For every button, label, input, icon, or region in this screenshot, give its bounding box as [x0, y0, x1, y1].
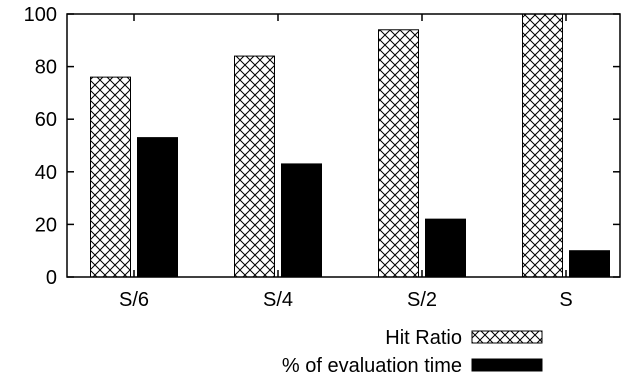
x-tick-labels: S/6 S/4 S/2 S: [119, 289, 573, 311]
legend-label: Hit Ratio: [385, 327, 462, 349]
x-tick-label: S/2: [407, 289, 437, 311]
y-tick-label: 40: [35, 162, 57, 184]
bar-hit-ratio-0: [90, 76, 131, 278]
bar-eval-time-2: [425, 218, 466, 278]
y-tick-label: 20: [35, 214, 57, 236]
legend: Hit Ratio % of evaluation time: [282, 327, 543, 377]
x-tick-label: S/6: [119, 289, 149, 311]
y-tick-label: 0: [46, 267, 57, 289]
legend-swatch: [471, 358, 543, 372]
plot-frame: [66, 13, 621, 278]
y-tick-label: 60: [35, 109, 57, 131]
y-tick-labels: 0 20 40 60 80 100: [24, 4, 57, 289]
bar-hit-ratio-2: [378, 29, 419, 278]
legend-label: % of evaluation time: [282, 355, 462, 377]
x-tick-label: S/4: [263, 289, 293, 311]
bars-group: [90, 13, 610, 278]
bar-hit-ratio-1: [234, 55, 275, 278]
bar-eval-time-1: [281, 163, 322, 278]
bar-eval-time-0: [137, 137, 178, 278]
bar-eval-time-3: [569, 250, 610, 278]
y-tick-label: 100: [24, 4, 57, 26]
bar-hit-ratio-3: [522, 13, 563, 278]
y-tick-label: 80: [35, 57, 57, 79]
x-tick-label: S: [559, 289, 572, 311]
legend-swatch: [471, 330, 543, 344]
